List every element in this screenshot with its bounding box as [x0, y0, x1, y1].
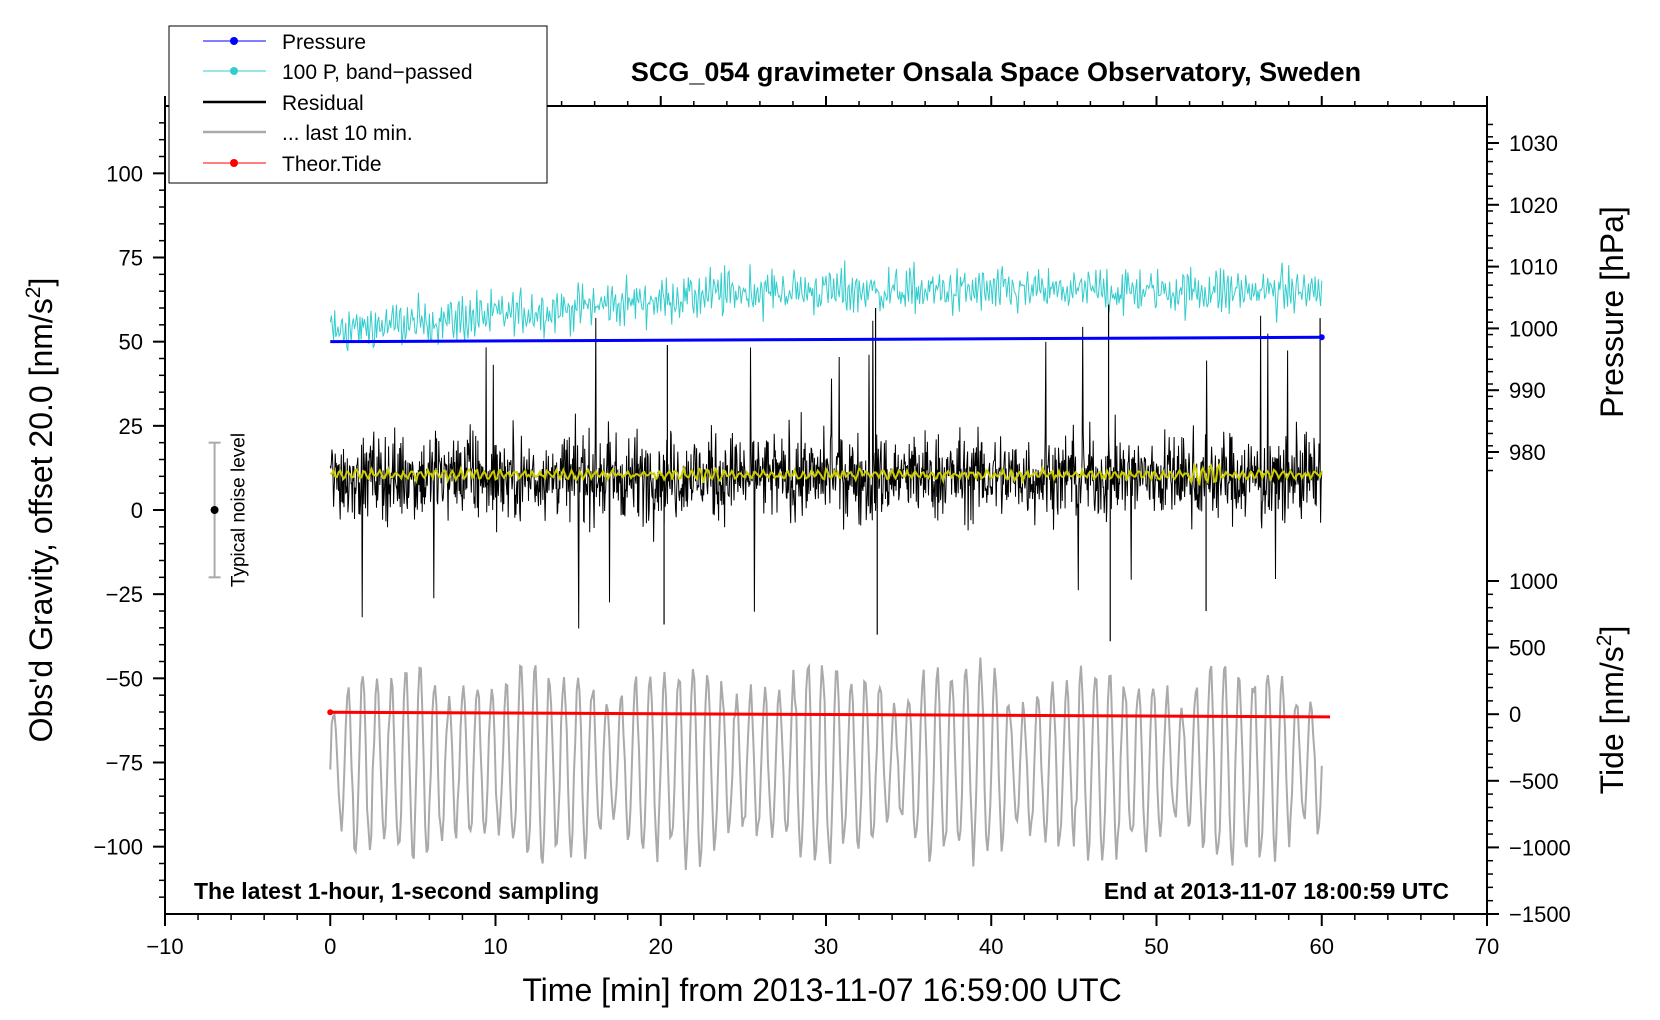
- pressure-tick-label: 1030: [1509, 131, 1558, 156]
- legend-swatch-marker: [230, 37, 238, 45]
- x-tick-label: −10: [146, 934, 183, 959]
- y-tick-label: −50: [106, 666, 143, 691]
- y-tick-label: 100: [106, 161, 143, 186]
- y-tick-label: 50: [119, 330, 143, 355]
- tide-line: [330, 710, 1331, 719]
- legend-swatch-marker: [230, 67, 238, 75]
- tide-tick-label: 1000: [1509, 569, 1558, 594]
- x-tick-label: 60: [1310, 934, 1334, 959]
- noise-level-indicator: Typical noise level: [208, 433, 250, 587]
- x-axis-label: Time [min] from 2013-11-07 16:59:00 UTC: [522, 972, 1121, 1008]
- legend-label: Theor.Tide: [282, 153, 382, 176]
- x-tick-label: 70: [1475, 934, 1499, 959]
- pressure-axis-label: Pressure [hPa]: [1594, 206, 1630, 418]
- tide-tick-label: 500: [1509, 636, 1546, 661]
- band-passed-pressure-line: [329, 260, 1323, 352]
- noise-center-dot: [210, 506, 219, 514]
- sampling-note: The latest 1-hour, 1-second sampling: [194, 878, 599, 904]
- legend-label: Residual: [282, 92, 364, 115]
- x-tick-label: 20: [649, 934, 673, 959]
- y-tick-label: 0: [131, 498, 143, 523]
- y-tick-label: 75: [119, 246, 143, 271]
- legend-label: 100 P, band−passed: [282, 61, 473, 84]
- legend-box: [168, 25, 548, 184]
- legend-swatch-marker: [230, 159, 238, 167]
- end-time-note: End at 2013-11-07 18:00:59 UTC: [1104, 878, 1449, 904]
- x-tick-label: 50: [1144, 934, 1168, 959]
- tide-tick-label: −500: [1509, 769, 1559, 794]
- noise-level-label: Typical noise level: [229, 433, 250, 587]
- tide-tick-label: −1500: [1509, 902, 1571, 927]
- y-tick-label: 25: [119, 414, 143, 439]
- tide-tick-label: −1000: [1509, 835, 1571, 860]
- pressure-tick-label: 1010: [1509, 255, 1558, 280]
- y-axis-label: Obs'd Gravity, offset 20.0 [nm/s2]: [22, 278, 59, 743]
- legend-label: ... last 10 min.: [282, 122, 413, 145]
- x-tick-label: 30: [814, 934, 838, 959]
- y-tick-label: −75: [106, 751, 143, 776]
- axis-layer: −10 0 10 20 30 40 50 60 70−100−75−50−25025507510…: [93, 96, 1571, 959]
- y-tick-label: −100: [93, 835, 143, 860]
- last-10-min-line: [329, 657, 1323, 871]
- chart-title: SCG_054 gravimeter Onsala Space Observat…: [631, 57, 1361, 87]
- x-tick-label: 10: [483, 934, 507, 959]
- pressure-end-marker: [1318, 334, 1325, 341]
- tide-start-marker: [327, 709, 334, 716]
- series-layer: [327, 260, 1331, 871]
- y-tick-label: −25: [106, 582, 143, 607]
- pressure-tick-label: 1020: [1509, 193, 1558, 218]
- residual-line: [329, 315, 1323, 629]
- smoothed-residual-line: [329, 461, 1323, 487]
- tide-axis-label: Tide [nm/s2]: [1593, 626, 1630, 795]
- pressure-line: [330, 335, 1322, 344]
- legend: Pressure 100 P, band−passed Residual ... la…: [168, 25, 548, 184]
- tide-tick-label: 0: [1509, 702, 1521, 727]
- pressure-tick-label: 990: [1509, 378, 1546, 403]
- x-tick-label: 0: [324, 934, 336, 959]
- legend-label: Pressure: [282, 31, 366, 54]
- pressure-tick-label: 1000: [1509, 316, 1558, 341]
- pressure-tick-label: 980: [1509, 440, 1546, 465]
- x-tick-label: 40: [979, 934, 1003, 959]
